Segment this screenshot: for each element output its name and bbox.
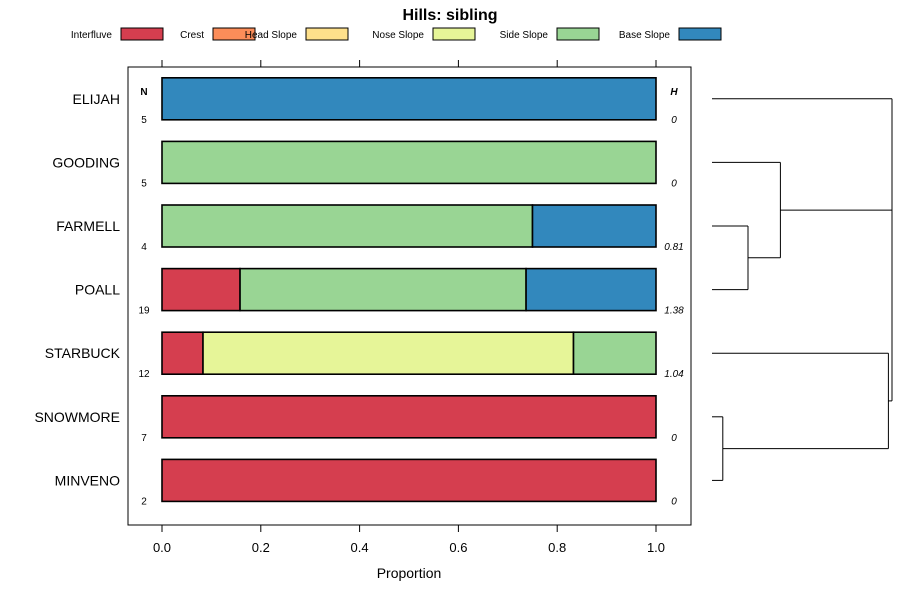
x-tick-label-3: 0.6 xyxy=(449,540,467,555)
legend-label-head-slope: Head Slope xyxy=(245,30,298,41)
bar-segment-starbuck-interfluve xyxy=(161,331,204,376)
legend-swatch-side-slope xyxy=(556,27,600,41)
row-label-gooding: GOODING xyxy=(52,154,120,170)
row-label-snowmore: SNOWMORE xyxy=(34,409,120,425)
row-h-snowmore: 0 xyxy=(671,433,677,444)
bar-segment-elijah-base-slope xyxy=(161,77,657,121)
row-n-poall: 19 xyxy=(138,306,150,317)
bar-segment-poall-base-slope xyxy=(525,267,657,312)
row-n-snowmore: 7 xyxy=(141,433,147,444)
row-label-elijah: ELIJAH xyxy=(73,91,120,107)
legend-label-interfluve: Interfluve xyxy=(71,30,113,41)
legend-label-nose-slope: Nose Slope xyxy=(372,30,424,41)
row-label-farmell: FARMELL xyxy=(56,218,120,234)
row-h-gooding: 0 xyxy=(671,178,677,189)
row-h-elijah: 0 xyxy=(671,115,677,126)
legend-swatch-nose-slope xyxy=(432,27,476,41)
chart-title: Hills: sibling xyxy=(402,7,497,24)
x-axis-label: Proportion xyxy=(377,565,442,581)
bar-segment-poall-side-slope xyxy=(239,267,527,312)
row-n-farmell: 4 xyxy=(141,242,147,253)
row-h-minveno: 0 xyxy=(671,496,677,507)
x-tick-label-1: 0.2 xyxy=(252,540,270,555)
n-column-header: N xyxy=(140,87,147,98)
bar-segment-starbuck-nose-slope xyxy=(202,331,575,376)
bar-segment-snowmore-interfluve xyxy=(161,394,657,439)
legend-swatch-head-slope xyxy=(305,27,349,41)
bar-segment-farmell-side-slope xyxy=(161,204,534,248)
legend-swatch-base-slope xyxy=(678,27,722,41)
bar-segment-starbuck-side-slope xyxy=(572,331,657,376)
row-n-gooding: 5 xyxy=(141,178,147,189)
plot-frame xyxy=(127,66,692,526)
legend-label-crest: Crest xyxy=(180,30,204,41)
bar-segment-minveno-interfluve xyxy=(161,458,657,503)
row-n-elijah: 5 xyxy=(141,115,147,126)
legend-label-side-slope: Side Slope xyxy=(500,30,549,41)
h-column-header: H xyxy=(670,87,678,98)
row-n-starbuck: 12 xyxy=(138,369,150,380)
x-axis: 0.0 0.2 0.4 0.6 0.8 1.0 xyxy=(153,60,665,555)
row-label-starbuck: STARBUCK xyxy=(45,345,121,361)
x-tick-label-2: 0.4 xyxy=(351,540,369,555)
dendrogram xyxy=(712,98,893,481)
legend: Interfluve Crest Head Slope Nose Slope Side … xyxy=(71,27,722,41)
row-h-poall: 1.38 xyxy=(664,306,684,317)
row-label-poall: POALL xyxy=(75,282,120,298)
x-tick-label-0: 0.0 xyxy=(153,540,171,555)
row-n-minveno: 2 xyxy=(141,496,147,507)
legend-swatch-crest xyxy=(212,27,256,41)
bar-segment-gooding-side-slope xyxy=(161,140,657,185)
legend-swatch-interfluve xyxy=(120,27,164,41)
legend-label-base-slope: Base Slope xyxy=(619,30,671,41)
bar-segment-farmell-base-slope xyxy=(531,204,657,248)
row-label-minveno: MINVENO xyxy=(55,472,120,488)
row-h-farmell: 0.81 xyxy=(664,242,683,253)
chart-rows: ELIJAH 5 0 GOODING 5 0 FARMELL 4 0.81 POALL 19 1.38… xyxy=(34,77,684,507)
x-tick-label-5: 1.0 xyxy=(647,540,665,555)
row-h-starbuck: 1.04 xyxy=(664,369,684,380)
bar-segment-poall-interfluve xyxy=(161,267,241,312)
x-tick-label-4: 0.8 xyxy=(548,540,566,555)
